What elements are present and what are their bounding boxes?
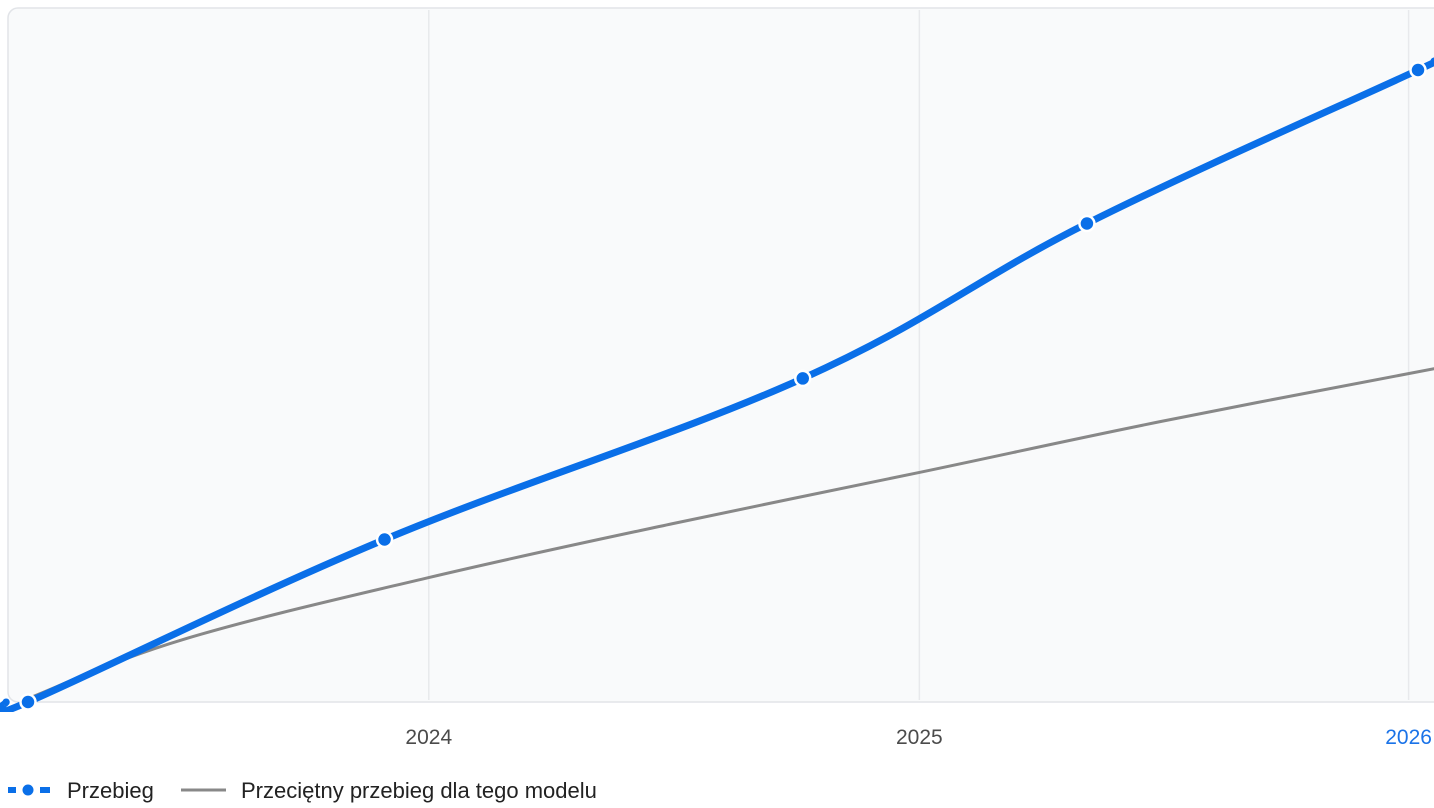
x-tick-label-2026: 2026: [1385, 726, 1432, 749]
x-axis-ticks: 2024 2025 2026: [405, 726, 1432, 749]
data-point-2023-11-29[interactable]: [375, 530, 394, 549]
series-average: [26, 367, 1434, 701]
data-point-2026-01-08[interactable]: [1409, 61, 1427, 79]
legend-item-average[interactable]: Przeciętny przebieg dla tego modelu: [181, 778, 597, 803]
legend-label-przebieg: Przebieg: [67, 778, 154, 803]
legend-label-average: Przeciętny przebieg dla tego modelu: [241, 778, 597, 803]
grid-lines: [428, 10, 1410, 700]
data-point-2024-10-06[interactable]: [794, 369, 812, 388]
plot-area: [7, 7, 1434, 703]
x-tick-label-2025: 2025: [896, 726, 943, 749]
legend-item-przebieg[interactable]: Przebieg: [8, 778, 154, 803]
series-line: [26, 367, 1434, 701]
legend[interactable]: Przebieg Przeciętny przebieg dla tego mod…: [8, 778, 597, 803]
x-tick-label-2024: 2024: [405, 726, 452, 749]
legend-swatch-marker: [20, 782, 36, 798]
series-line: [0, 57, 1434, 712]
series-przebieg: [0, 57, 1434, 712]
data-point-2023-03-08[interactable]: [19, 693, 37, 711]
data-point-2025-05-06[interactable]: [1078, 214, 1096, 233]
series-layer: [0, 57, 1434, 712]
